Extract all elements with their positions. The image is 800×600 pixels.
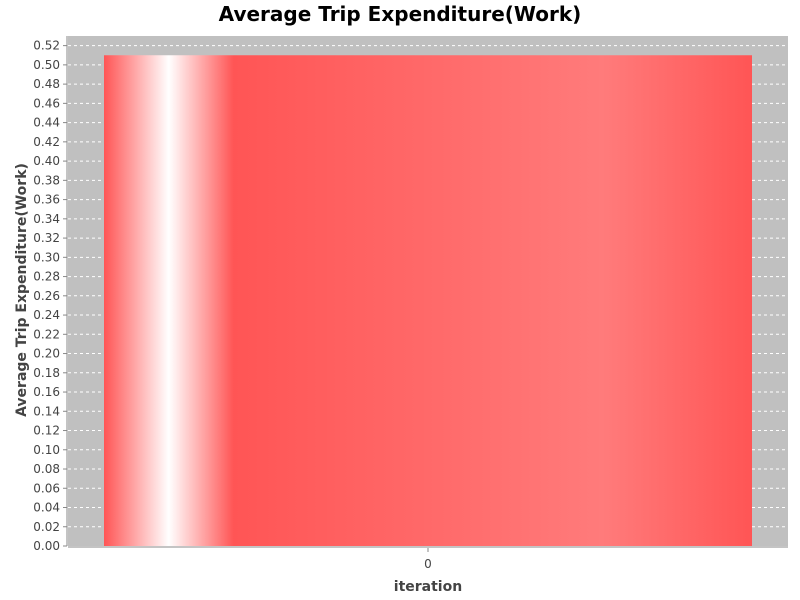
y-axis-ticks: 0.00 0.02 0.04 0.06 0.08 0.10 0.12 0.14 0.16 0.18… [33,39,67,553]
y-tick-label: 0.32 [33,231,60,245]
y-tick-label: 0.40 [33,154,60,168]
y-tick-label: 0.34 [33,212,60,226]
y-tick-label: 0.08 [33,462,60,476]
y-tick-label: 0.28 [33,270,60,284]
y-tick-label: 0.16 [33,385,60,399]
y-tick-label: 0.50 [33,58,60,72]
y-tick-label: 0.12 [33,424,60,438]
y-tick-label: 0.20 [33,347,60,361]
y-axis-title: Average Trip Expenditure(Work) [14,163,30,417]
y-tick-label: 0.02 [33,520,60,534]
y-tick-label: 0.52 [33,39,60,53]
x-axis-ticks: 0 [424,548,432,571]
x-tick-label: 0 [424,557,432,571]
y-tick-label: 0.14 [33,404,60,418]
bars [104,55,752,547]
y-tick-label: 0.44 [33,116,60,130]
y-tick-label: 0.00 [33,539,60,553]
y-tick-label: 0.22 [33,327,60,341]
y-tick-label: 0.06 [33,481,60,495]
x-axis-title: iteration [394,579,462,595]
bar-0 [104,55,752,547]
y-tick-label: 0.38 [33,173,60,187]
y-tick-label: 0.10 [33,443,60,457]
y-tick-label: 0.48 [33,77,60,91]
y-tick-label: 0.26 [33,289,60,303]
chart-title: Average Trip Expenditure(Work) [219,2,582,26]
y-tick-label: 0.46 [33,96,60,110]
y-tick-label: 0.04 [33,501,60,515]
y-tick-label: 0.36 [33,193,60,207]
y-tick-label: 0.18 [33,366,60,380]
y-tick-label: 0.30 [33,250,60,264]
y-tick-label: 0.42 [33,135,60,149]
y-tick-label: 0.24 [33,308,60,322]
